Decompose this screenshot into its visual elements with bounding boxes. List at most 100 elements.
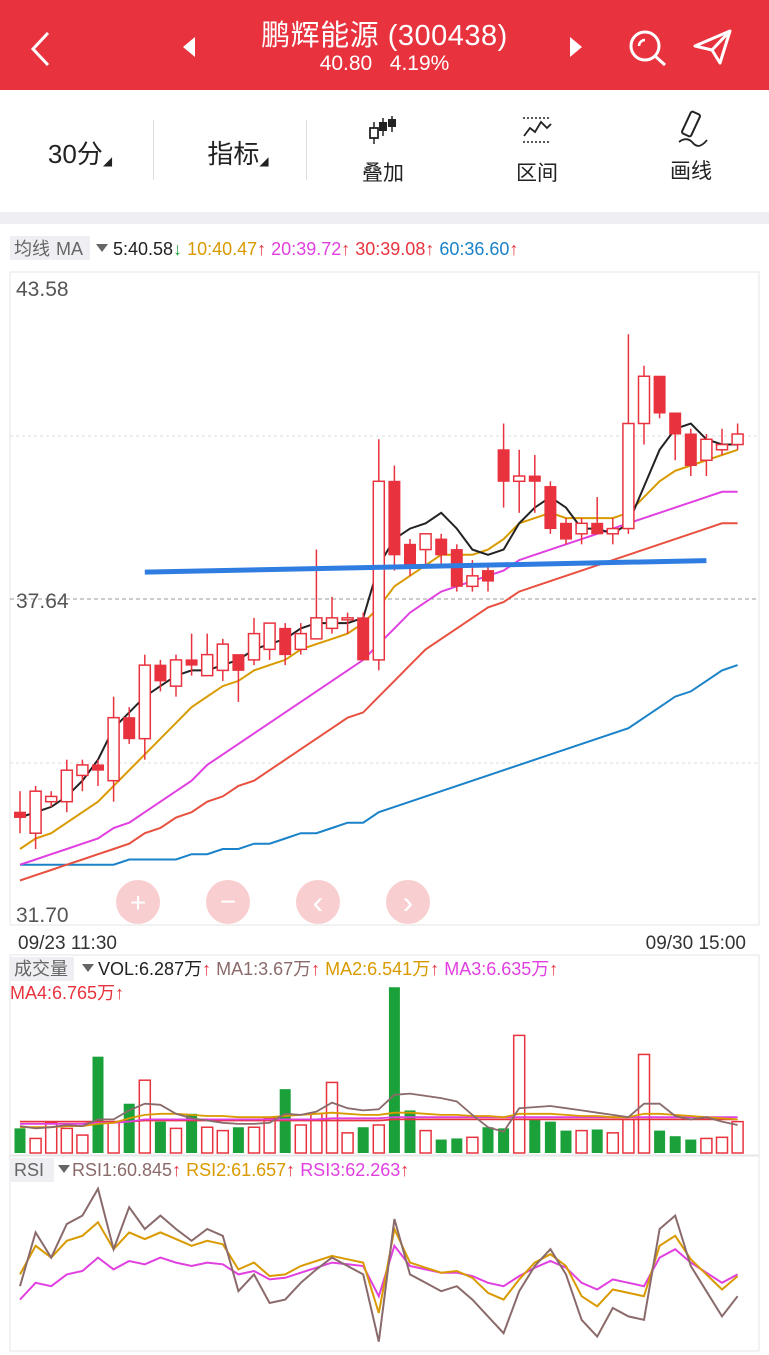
rsi-legend-tag — [10, 1158, 54, 1182]
range-button[interactable]: 区间 — [497, 114, 577, 187]
trend-arrow-icon: ↑ — [549, 959, 558, 979]
prev-stock-icon[interactable] — [183, 37, 197, 57]
candle-body-up — [715, 443, 729, 451]
period-selector[interactable]: 30分◢ — [30, 134, 130, 171]
volume-bar-down — [404, 1110, 416, 1153]
scroll-right-button[interactable] — [386, 880, 430, 924]
volume-panel-frame — [9, 954, 760, 1156]
kline-chart[interactable]: 均线 MA 5:40.58↓ 10:40.47↑ 20:39.72↑ 30:39… — [0, 224, 769, 1355]
share-icon[interactable] — [692, 28, 734, 66]
chevron-left-icon: ‹ — [313, 884, 324, 920]
legend-value: 10:40.47 — [187, 239, 257, 259]
zoom-controls: + − ‹ › — [116, 880, 430, 924]
volume-bar-up — [419, 1129, 432, 1154]
indicator-label: 指标 — [207, 139, 260, 169]
indicator-selector[interactable]: 指标◢ — [188, 134, 288, 171]
volume-bar-down — [123, 1103, 135, 1153]
volume-bar-up — [44, 1122, 58, 1154]
candle-body-up — [169, 659, 183, 687]
volume-bar-down — [654, 1130, 666, 1153]
overlay-button[interactable]: 叠加 — [343, 114, 423, 187]
next-stock-icon[interactable] — [568, 37, 582, 57]
candle-body-up — [107, 716, 120, 782]
volume-bars — [14, 987, 744, 1154]
period-label: 30分 — [47, 139, 103, 169]
volume-ma1-line — [19, 1092, 738, 1133]
volume-bar-up — [575, 1129, 588, 1154]
ma-dropdown-icon[interactable] — [96, 244, 108, 252]
trend-arrow-icon: ↑ — [311, 959, 325, 979]
candle-body-down — [154, 664, 167, 682]
volume-bar-down — [685, 1139, 697, 1153]
price-change: 40.80 4.19% — [0, 52, 769, 76]
section-separator — [0, 212, 769, 224]
volume-bar-up — [263, 1117, 276, 1154]
candle-body-up — [637, 375, 651, 425]
volume-bar-down — [669, 1136, 681, 1153]
rsi-values: RSI1:60.845↑ RSI2:61.657↑ RSI3:62.263↑ — [72, 1160, 409, 1180]
volume-bar-up — [372, 1124, 386, 1154]
volume-bar-up — [512, 1034, 526, 1154]
volume-bar-down — [560, 1130, 572, 1153]
ma30-line — [19, 522, 738, 882]
ma-type-label: MA — [56, 239, 83, 259]
candle-body-up — [29, 790, 42, 834]
candlesticks — [14, 334, 744, 849]
volume-bar-down — [544, 1121, 556, 1153]
drawn-trendline[interactable] — [144, 558, 707, 575]
candle-body-up — [372, 480, 386, 661]
rsi-dropdown-icon[interactable] — [58, 1165, 70, 1173]
candle-body-up — [731, 433, 744, 446]
trend-arrow-icon: ↑ — [172, 1160, 186, 1180]
price-high-label: 43.58 — [16, 278, 69, 301]
time-start-label: 09/23 11:30 — [18, 933, 117, 954]
dropdown-caret-icon: ◢ — [102, 154, 113, 168]
scroll-left-button[interactable] — [296, 880, 340, 924]
volume-bar-up — [76, 1134, 89, 1154]
zoom-in-button[interactable] — [116, 880, 160, 924]
rsi1-line — [19, 1186, 739, 1342]
candle-body-down — [482, 570, 494, 582]
candle-body-down — [684, 433, 697, 467]
search-icon[interactable] — [627, 28, 669, 68]
candle-body-up — [325, 617, 339, 630]
zoom-out-button[interactable] — [206, 880, 250, 924]
draw-label: 画线 — [670, 160, 712, 183]
pen-icon — [678, 110, 708, 147]
overlay-label: 叠加 — [362, 162, 404, 185]
candle-body-up — [263, 622, 276, 651]
trend-arrow-icon: ↑ — [202, 959, 216, 979]
volume-bar-up — [216, 1129, 230, 1154]
legend-value: 20:39.72 — [271, 239, 341, 259]
legend-value: MA2:6.541万 — [325, 959, 430, 979]
top-header: 鹏辉能源 (300438) 40.80 4.19% — [0, 0, 769, 90]
candle-body-down — [388, 480, 401, 556]
draw-line-button[interactable]: 画线 — [651, 110, 731, 185]
volume-ma-lines — [19, 1092, 738, 1133]
trend-arrow-icon: ↑ — [400, 1160, 409, 1180]
candle-body-up — [341, 617, 354, 621]
time-end-label: 09/30 15:00 — [646, 933, 746, 954]
candle-body-up — [700, 438, 713, 462]
volume-bar-down — [482, 1127, 494, 1153]
divider — [153, 120, 154, 180]
volume-bar-up — [294, 1124, 308, 1154]
candle-body-down — [357, 617, 370, 661]
volume-bar-up — [341, 1132, 354, 1154]
stock-title: 鹏辉能源 (300438) — [261, 20, 508, 52]
chart-toolbar: 30分◢ 指标◢ 叠加 区间 画线 — [0, 90, 769, 212]
candle-body-down — [435, 538, 448, 556]
candle-body-down — [528, 475, 541, 482]
back-arrow-icon[interactable] — [28, 30, 54, 68]
candle-body-down — [279, 627, 292, 656]
range-chart-icon — [523, 117, 552, 143]
volume-bar-down — [232, 1127, 244, 1153]
candle-body-down — [185, 659, 198, 666]
candle-body-down — [497, 449, 510, 482]
volume-dropdown-icon[interactable] — [82, 964, 94, 972]
candle-body-down — [544, 486, 557, 530]
rsi-legend: RSI RSI1:60.845↑ RSI2:61.657↑ RSI3:62.26… — [10, 1158, 409, 1182]
volume-bar-up — [247, 1126, 261, 1154]
price-mid-label: 37.64 — [16, 590, 69, 613]
volume-bar-up — [731, 1120, 744, 1154]
